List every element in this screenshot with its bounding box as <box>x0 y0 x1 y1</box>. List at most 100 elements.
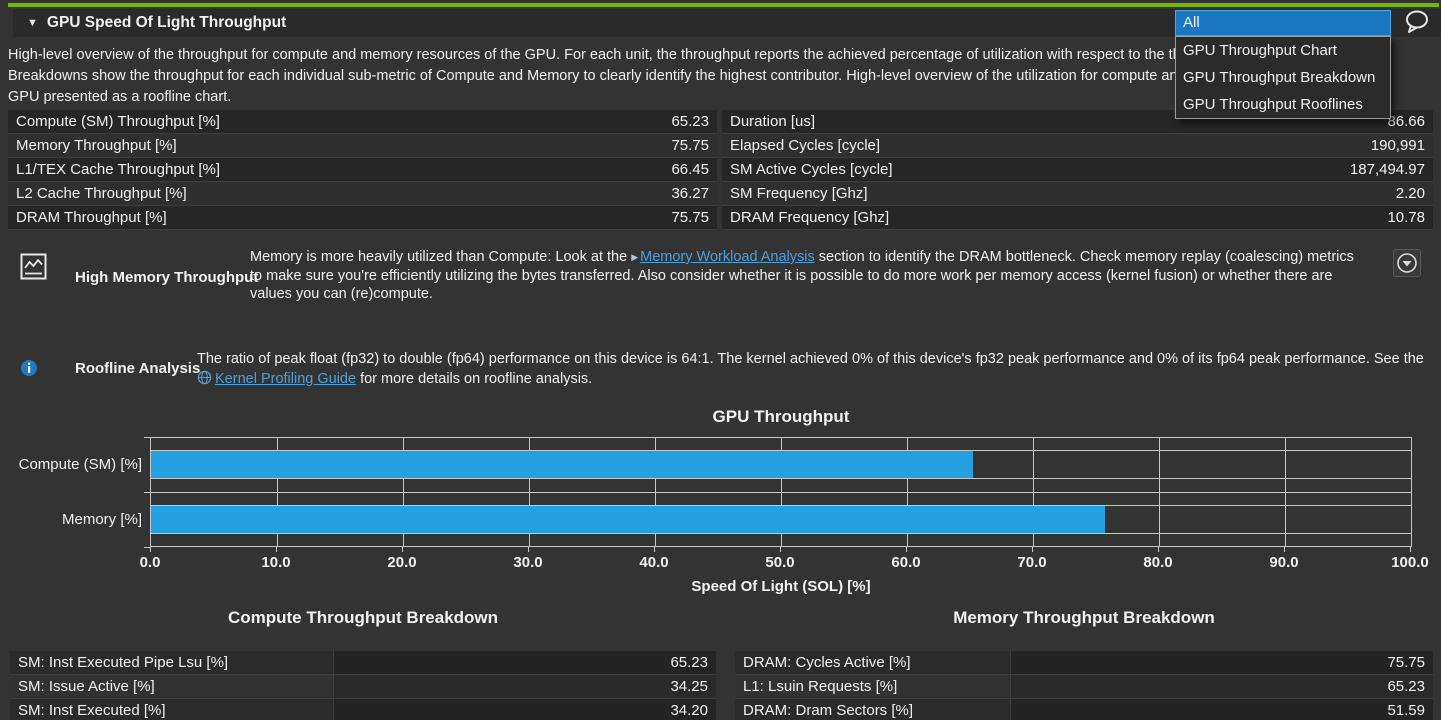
chart-tick-label: 40.0 <box>639 554 669 571</box>
metric-value: 187,494.97 <box>1349 161 1425 178</box>
chart-gridline <box>151 533 1411 534</box>
breakdown-row: L1: Lsuin Requests [%] 65.23 <box>735 675 1433 699</box>
chart-tick-label: 100.0 <box>1391 554 1429 571</box>
dropdown-option[interactable]: GPU Throughput Chart <box>1183 42 1337 59</box>
line-chart-icon <box>20 253 47 280</box>
breakdown-row: DRAM: Cycles Active [%] 75.75 <box>735 651 1433 675</box>
chart-tick-label: 0.0 <box>139 554 161 571</box>
chart-y-label: Compute (SM) [%] <box>18 456 142 473</box>
chart-tick <box>528 547 529 552</box>
metric-value: 36.27 <box>671 185 709 202</box>
breakdown-value: 51.59 <box>1010 699 1433 720</box>
chart-tick <box>150 547 151 552</box>
compute-breakdown-title: Compute Throughput Breakdown <box>227 608 499 627</box>
description-line: Breakdowns show the throughput for each … <box>8 68 1350 84</box>
metric-label: L2 Cache Throughput [%] <box>16 185 187 202</box>
recommendation-text-before: Memory is more heavily utilized than Com… <box>250 249 632 265</box>
description-line: High-level overview of the throughput fo… <box>8 47 1307 63</box>
recommendation-text-after: for more details on roofline analysis. <box>356 371 593 387</box>
breakdown-label: SM: Issue Active [%] <box>10 675 333 698</box>
triangle-right-icon: ▶ <box>631 252 639 262</box>
chart-tick-label: 60.0 <box>891 554 921 571</box>
kernel-profiling-guide-link[interactable]: Kernel Profiling Guide <box>215 371 357 387</box>
metric-value: 10.78 <box>1387 209 1425 226</box>
expand-recommendation-button[interactable] <box>1393 249 1421 277</box>
chart-gridline <box>151 450 1411 451</box>
view-selector-dropdown[interactable]: All <box>1175 10 1391 36</box>
memory-breakdown-table: DRAM: Cycles Active [%] 75.75 L1: Lsuin Re… <box>735 651 1433 720</box>
breakdown-value: 34.20 <box>333 699 716 720</box>
breakdown-value: 75.75 <box>1010 651 1433 674</box>
view-selector-options: GPU Throughput Chart GPU Throughput Break… <box>1175 36 1391 119</box>
chart-bar <box>151 506 1106 533</box>
chart-tick <box>654 547 655 552</box>
collapse-triangle-icon[interactable]: ▼ <box>27 17 38 29</box>
compute-breakdown-table: SM: Inst Executed Pipe Lsu [%] 65.23 SM: I… <box>10 651 716 720</box>
breakdown-value: 34.25 <box>333 675 716 698</box>
description-line: GPU presented as a roofline chart. <box>8 89 232 105</box>
metric-label: DRAM Frequency [Ghz] <box>730 209 890 226</box>
metric-row: SM Frequency [Ghz] 2.20 <box>722 182 1433 206</box>
chart-tick <box>144 437 150 438</box>
chart-tick <box>1158 547 1159 552</box>
breakdown-label: SM: Inst Executed [%] <box>10 699 333 720</box>
recommendation-text: Memory is more heavily utilized than Com… <box>250 248 1355 304</box>
metric-row: DRAM Throughput [%] 75.75 <box>8 206 717 230</box>
dropdown-option[interactable]: GPU Throughput Rooflines <box>1183 96 1363 113</box>
chart-tick-label: 20.0 <box>387 554 417 571</box>
chart-y-label: Memory [%] <box>61 511 142 528</box>
memory-workload-analysis-link[interactable]: Memory Workload Analysis <box>640 249 815 265</box>
chart-tick <box>144 547 150 548</box>
gpu-throughput-chart: GPU Throughput Speed Of Light (SOL) [%] … <box>0 400 1441 600</box>
metric-label: Compute (SM) Throughput [%] <box>16 113 220 130</box>
sol-metrics-table-right: Duration [us] 86.66 Elapsed Cycles [cycle]… <box>722 110 1433 230</box>
memory-breakdown-title: Memory Throughput Breakdown <box>953 608 1215 627</box>
metric-row: Elapsed Cycles [cycle] 190,991 <box>722 134 1433 158</box>
breakdown-value: 65.23 <box>333 651 716 674</box>
metric-value: 190,991 <box>1370 137 1425 154</box>
metric-value: 2.20 <box>1395 185 1425 202</box>
chart-tick <box>402 547 403 552</box>
chart-tick <box>1032 547 1033 552</box>
metric-row: Compute (SM) Throughput [%] 65.23 <box>8 110 717 134</box>
metric-label: DRAM Throughput [%] <box>16 209 167 226</box>
breakdown-row: DRAM: Dram Sectors [%] 51.59 <box>735 699 1433 720</box>
breakdown-label: DRAM: Cycles Active [%] <box>735 651 1010 674</box>
metric-row: DRAM Frequency [Ghz] 10.78 <box>722 206 1433 230</box>
chart-gridline <box>151 492 1411 493</box>
chart-bar <box>151 451 973 478</box>
section-description: High-level overview of the throughput fo… <box>8 45 1438 108</box>
section-title: GPU Speed Of Light Throughput <box>46 14 287 31</box>
dropdown-option[interactable]: GPU Throughput Breakdown <box>1183 69 1376 86</box>
chart-tick-label: 50.0 <box>765 554 795 571</box>
chart-tick <box>144 492 150 493</box>
metric-row: L1/TEX Cache Throughput [%] 66.45 <box>8 158 717 182</box>
metric-label: SM Frequency [Ghz] <box>730 185 868 202</box>
metric-row: SM Active Cycles [cycle] 187,494.97 <box>722 158 1433 182</box>
metric-value: 65.23 <box>671 113 709 130</box>
chart-tick <box>780 547 781 552</box>
comment-button[interactable] <box>1403 8 1431 36</box>
metric-label: Duration [us] <box>730 113 816 130</box>
chart-tick <box>276 547 277 552</box>
breakdown-row: SM: Inst Executed [%] 34.20 <box>10 699 716 720</box>
metric-label: Elapsed Cycles [cycle] <box>730 137 881 154</box>
recommendation-text: The ratio of peak float (fp32) to double… <box>197 349 1432 389</box>
chart-tick <box>1284 547 1285 552</box>
recommendation-title: Roofline Analysis <box>75 360 201 377</box>
circle-chevron-down-icon <box>1397 253 1417 273</box>
chart-tick-label: 70.0 <box>1017 554 1047 571</box>
metric-row: Memory Throughput [%] 75.75 <box>8 134 717 158</box>
metric-value: 86.66 <box>1387 113 1425 130</box>
chart-plot-area <box>150 437 1412 547</box>
metric-label: Memory Throughput [%] <box>16 137 177 154</box>
chart-tick-label: 80.0 <box>1143 554 1173 571</box>
chart-tick-label: 90.0 <box>1269 554 1299 571</box>
metric-value: 66.45 <box>671 161 709 178</box>
metric-value: 75.75 <box>671 137 709 154</box>
chart-title: GPU Throughput <box>712 407 850 426</box>
breakdown-row: SM: Issue Active [%] 34.25 <box>10 675 716 699</box>
metric-row: L2 Cache Throughput [%] 36.27 <box>8 182 717 206</box>
chart-gridline <box>151 478 1411 479</box>
